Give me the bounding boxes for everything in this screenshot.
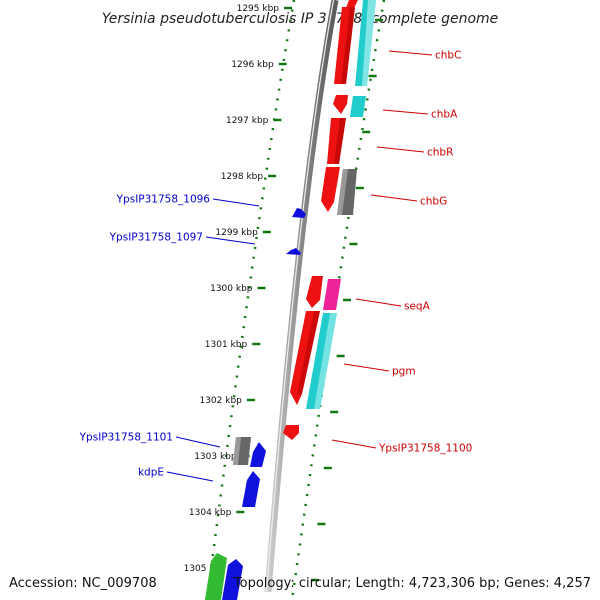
feature-chbG-gray-light	[337, 169, 348, 215]
gene-label-YpsIP31758_1096: YpsIP31758_1096	[116, 194, 211, 206]
gene-seqA	[306, 276, 323, 308]
gene-label-YpsIP31758_1100: YpsIP31758_1100	[378, 443, 472, 455]
gene-label-kdpE: kdpE	[138, 467, 164, 479]
gene-pgm-shade	[297, 311, 320, 396]
topology-text: Topology: circular; Length: 4,723,306 bp…	[233, 576, 591, 591]
gene-chbA	[333, 95, 348, 114]
gene-chbC-arrow	[346, 0, 358, 8]
gene-chbC-shade	[341, 7, 355, 84]
gene-label-YpsIP31758_1101: YpsIP31758_1101	[79, 432, 173, 444]
feature-pgm-cyan-light	[314, 313, 337, 409]
reverse-genes	[205, 208, 306, 600]
gene-YpsIP31758_1100	[283, 425, 299, 440]
reverse-label-leader	[205, 236, 256, 245]
forward-label-leader	[331, 439, 377, 449]
gene-label-chbG: chbG	[420, 196, 447, 208]
gene-label-chbA: chbA	[431, 109, 458, 121]
genome-backbone	[264, 0, 339, 593]
feature-1101-gray-light	[233, 437, 241, 465]
ruler-tick-label: 1302 kbp	[199, 396, 242, 406]
ruler-tick-label: 1296 kbp	[231, 60, 274, 70]
gene-YpsIP31758_1097	[286, 248, 301, 255]
ruler-tick-label: 1301 kbp	[205, 340, 248, 350]
reverse-label-leader	[175, 436, 221, 448]
gene-bottom-blue	[222, 559, 243, 600]
ruler-tick-label: 1305 kbp	[184, 564, 227, 574]
accession-text: Accession: NC_009708	[9, 576, 157, 591]
feature-seqA-magenta	[323, 279, 341, 310]
gene-kdpE	[242, 471, 260, 507]
forward-label-leader	[355, 298, 402, 307]
forward-label-leader	[343, 363, 390, 372]
ruler-tick-label: 1304 kbp	[189, 508, 232, 518]
gene-label-seqA: seqA	[404, 301, 431, 313]
genome-backbone-highlight	[265, 0, 335, 593]
gene-chbR-shade	[334, 118, 346, 164]
forward-genes	[283, 0, 376, 440]
gene-label-pgm: pgm	[392, 366, 416, 378]
ruler-tick-label: 1295 kbp	[237, 4, 280, 14]
reverse-label-leader	[212, 198, 260, 207]
gene-chbG	[321, 167, 340, 212]
map-title: Yersinia pseudotuberculosis IP 31758, co…	[102, 11, 499, 27]
ruler-track	[205, 0, 296, 600]
feature-chbA-cyan	[350, 96, 366, 117]
ruler-tick-label: 1297 kbp	[226, 116, 269, 126]
outer-forward-track	[290, 0, 386, 600]
feature-bottom-green	[205, 553, 227, 600]
ruler-tick-label: 1298 kbp	[221, 172, 264, 182]
forward-label-leader	[388, 50, 433, 56]
gene-label-chbC: chbC	[435, 50, 461, 62]
forward-label-leader	[370, 194, 418, 202]
feature-chbC-cyan-light	[362, 0, 376, 86]
ruler-tick-label: 1303 kbp	[194, 452, 237, 462]
reverse-label-leader	[166, 471, 214, 482]
ruler-tick-label: 1299 kbp	[215, 228, 258, 238]
gene-YpsIP31758_1101	[250, 442, 266, 467]
gene-YpsIP31758_1096	[292, 208, 306, 218]
forward-label-leader	[382, 109, 429, 115]
forward-label-leader	[376, 146, 425, 153]
gene-label-chbR: chbR	[427, 147, 453, 159]
gene-labels: chbC chbA chbR chbG seqA pgm YpsIP31758_1100 Yp…	[79, 50, 472, 482]
ruler-ticks: 1295 kbp 1296 kbp 1297 kbp 1298 kbp 1299 kbp…	[184, 4, 383, 582]
gene-label-YpsIP31758_1097: YpsIP31758_1097	[109, 232, 203, 244]
ruler-tick-label: 1300 kbp	[210, 284, 253, 294]
